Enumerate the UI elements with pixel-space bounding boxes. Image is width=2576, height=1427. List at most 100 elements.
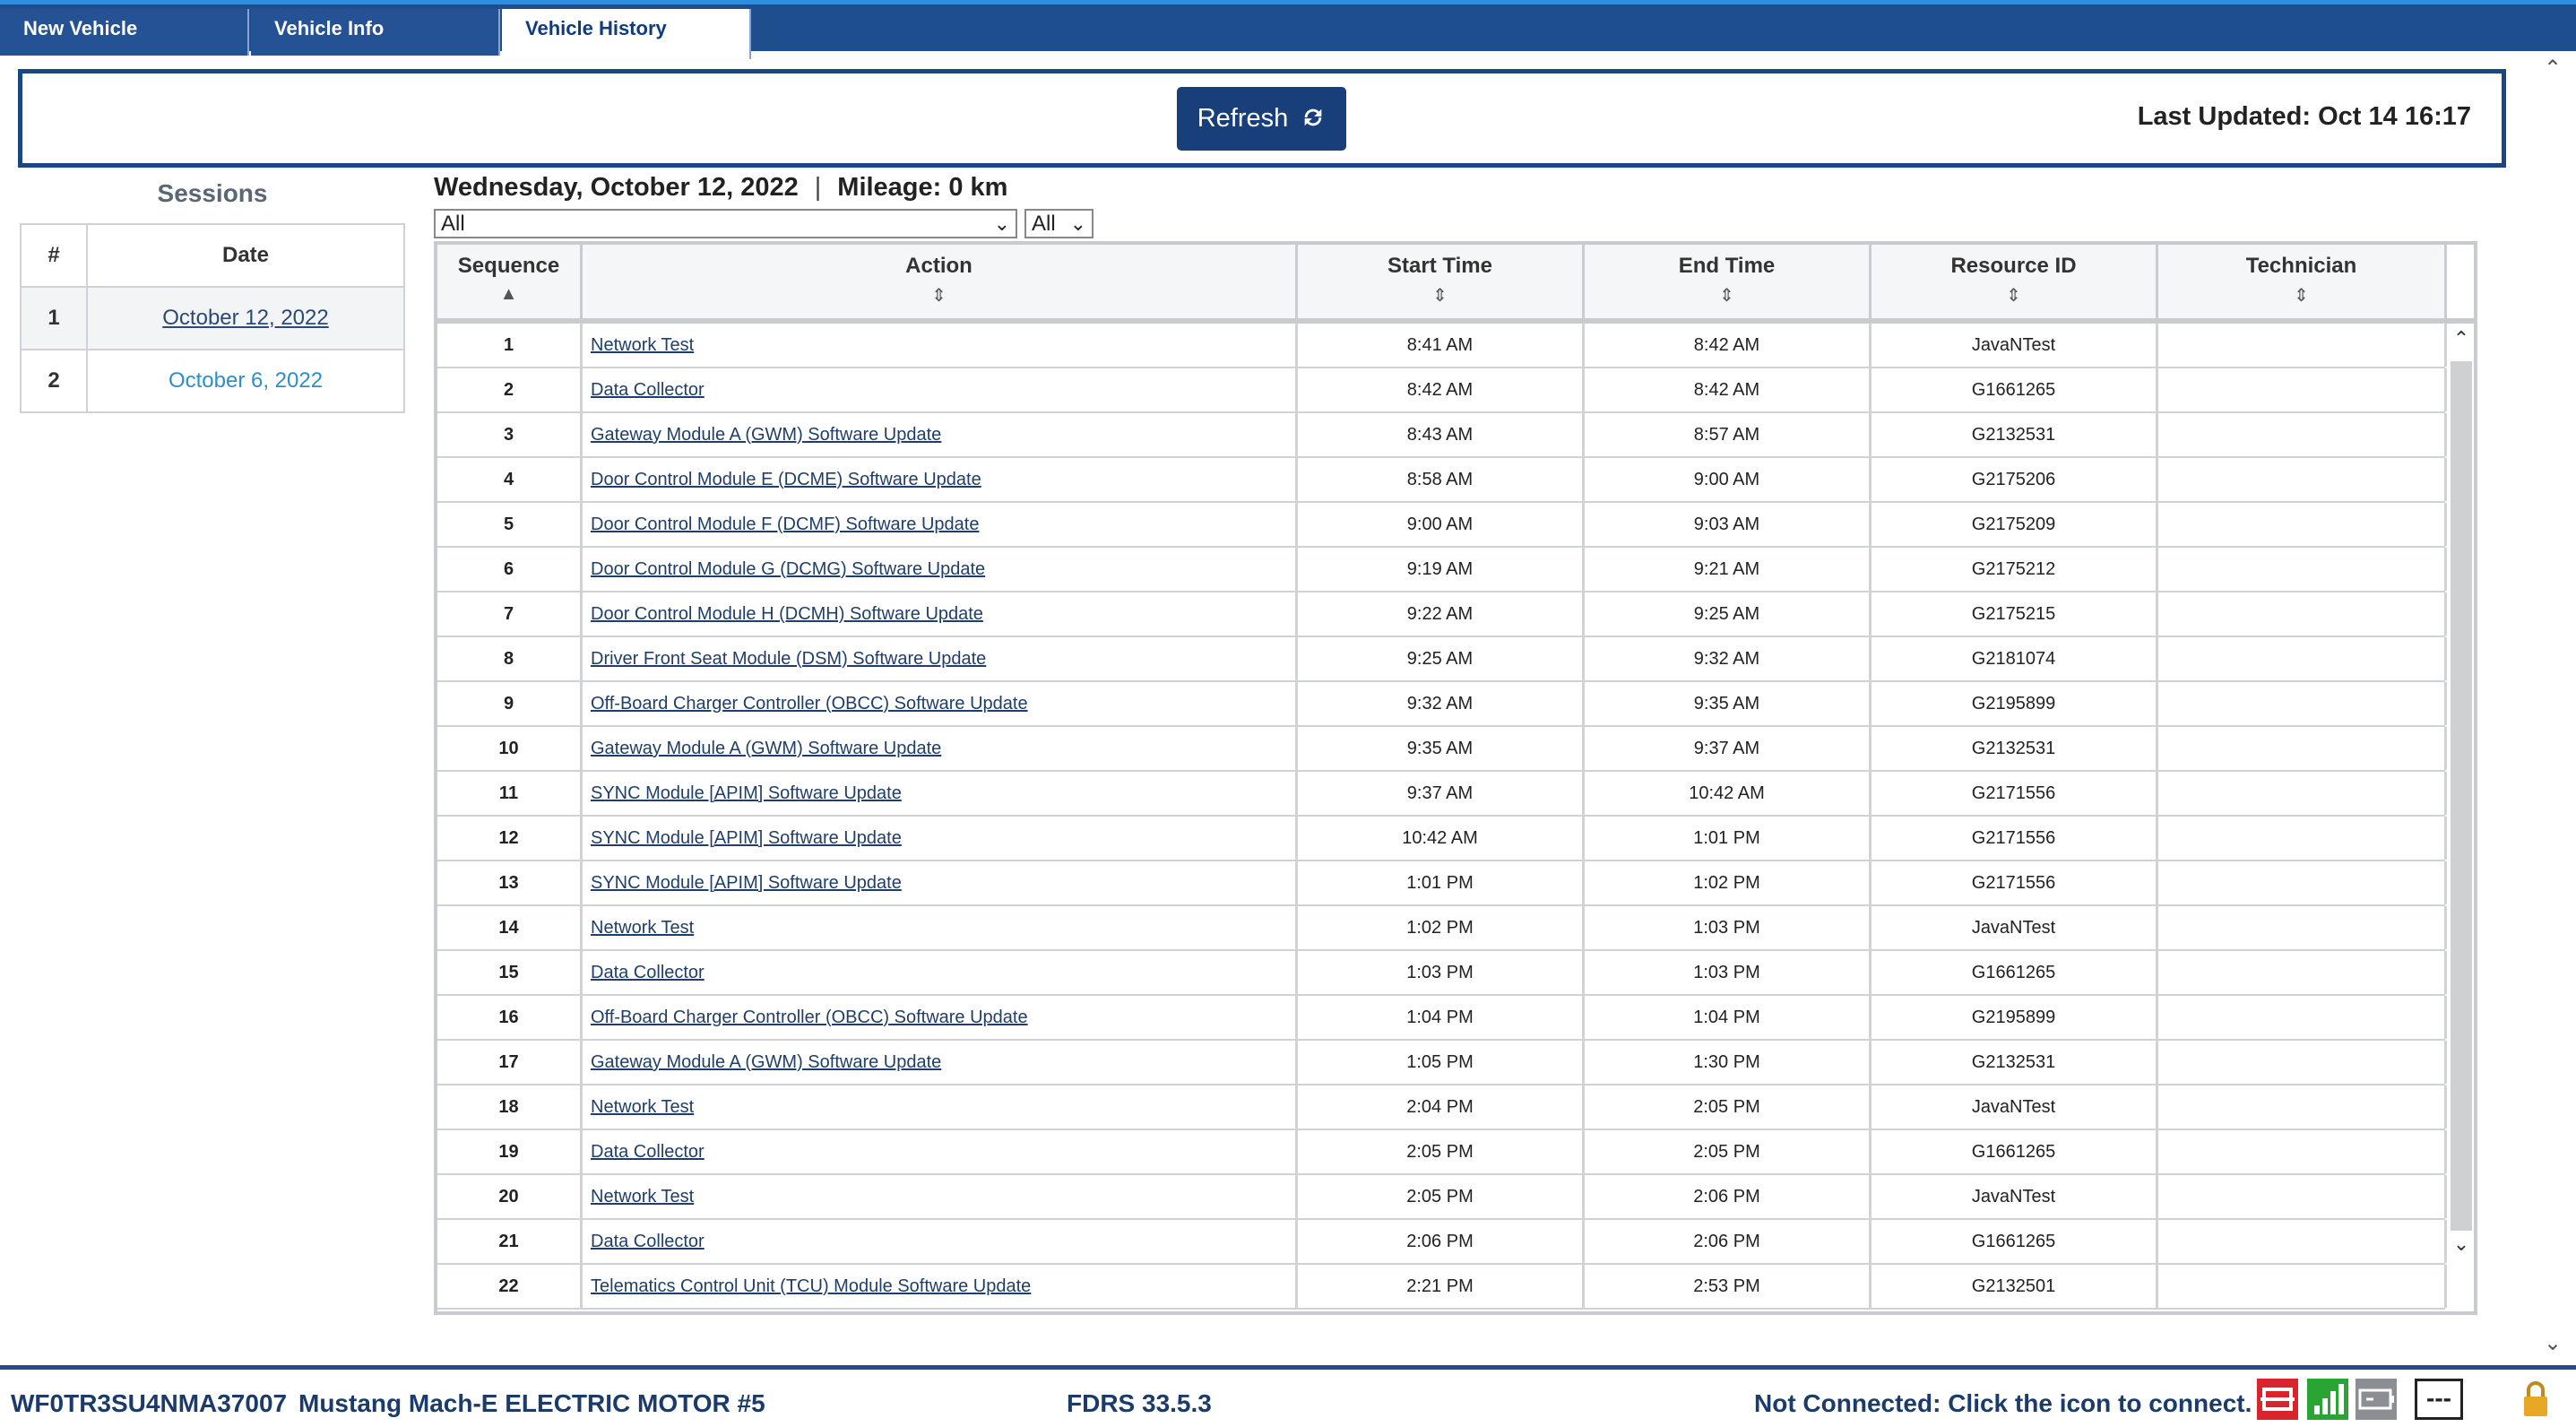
tab-new-vehicle[interactable]: New Vehicle [0,9,249,56]
action-link[interactable]: Door Control Module F (DCMF) Software Up… [591,515,980,534]
action-link[interactable]: Data Collector [591,380,705,400]
connection-dash-button[interactable]: --- [2415,1379,2463,1420]
session-row[interactable]: 1 October 12, 2022 [20,286,405,350]
table-scrollbar[interactable]: ⌃ ⌄ [2449,324,2474,1311]
cell-resource-id: JavaNTest [1871,1175,2158,1218]
cell-start-time: 2:05 PM [1298,1130,1585,1173]
sort-icon[interactable]: ⇕ [931,286,947,306]
cell-technician [2158,1130,2447,1173]
vehicle-model-text: Mustang Mach-E ELECTRIC MOTOR #5 [298,1389,765,1417]
col-header-action[interactable]: Action ⇕ [583,245,1298,318]
action-link[interactable]: Gateway Module A (GWM) Software Update [591,739,942,758]
cell-end-time: 9:35 AM [1585,682,1871,725]
action-link[interactable]: Data Collector [591,1142,705,1162]
sort-icon[interactable]: ⇕ [1719,286,1734,306]
tab-vehicle-history[interactable]: Vehicle History [502,9,751,59]
page-scroll-up-icon[interactable]: ⌃ [2544,56,2563,81]
col-action-label: Action [905,254,972,278]
table-row: 8 Driver Front Seat Module (DSM) Software… [437,637,2447,682]
cell-resource-id: G2195899 [1871,996,2158,1039]
action-link[interactable]: Driver Front Seat Module (DSM) Software … [591,649,987,669]
action-link[interactable]: SYNC Module [APIM] Software Update [591,783,902,803]
cell-resource-id: G2175212 [1871,548,2158,591]
sort-ascending-icon[interactable]: ▲ [499,284,518,304]
signal-strength-icon[interactable] [2307,1379,2348,1420]
col-header-resource-id[interactable]: Resource ID ⇕ [1871,245,2158,318]
lock-icon[interactable] [2520,1379,2551,1420]
cell-end-time: 9:21 AM [1585,548,1871,591]
vci-disconnected-icon[interactable] [2257,1379,2298,1420]
cell-resource-id: G2171556 [1871,861,2158,904]
action-link[interactable]: Network Test [591,1097,695,1117]
cell-action: Network Test [583,324,1298,367]
action-link[interactable]: Off-Board Charger Controller (OBCC) Soft… [591,1008,1028,1027]
cell-start-time: 1:01 PM [1298,861,1585,904]
col-header-start-time[interactable]: Start Time ⇕ [1298,245,1585,318]
cell-start-time: 9:32 AM [1298,682,1585,725]
cell-resource-id: G2195899 [1871,682,2158,725]
action-link[interactable]: Gateway Module A (GWM) Software Update [591,1052,942,1072]
sort-icon[interactable]: ⇕ [2294,286,2309,306]
status-filter-select[interactable]: All ⌄ [1024,209,1094,238]
scrollbar-thumb[interactable] [2451,361,2472,1231]
col-resource-label: Resource ID [1950,254,2077,278]
cell-action: Data Collector [583,951,1298,994]
cell-start-time: 2:21 PM [1298,1265,1585,1308]
session-date-link[interactable]: October 12, 2022 [86,286,405,350]
sort-icon[interactable]: ⇕ [2006,286,2021,306]
cell-resource-id: G2132531 [1871,727,2158,770]
cell-start-time: 9:25 AM [1298,637,1585,680]
cell-action: SYNC Module [APIM] Software Update [583,861,1298,904]
cell-sequence: 18 [437,1085,583,1129]
cell-end-time: 2:06 PM [1585,1175,1871,1218]
page-scroll-down-icon[interactable]: ⌄ [2544,1331,2563,1355]
cell-end-time: 9:25 AM [1585,592,1871,636]
table-row: 15 Data Collector 1:03 PM 1:03 PM G1661265 [437,951,2447,996]
scroll-up-icon[interactable]: ⌃ [2452,327,2470,350]
action-link[interactable]: Network Test [591,1187,695,1206]
action-filter-select[interactable]: All ⌄ [434,209,1017,238]
col-sequence-label: Sequence [457,254,560,278]
cell-start-time: 8:43 AM [1298,413,1585,456]
col-header-technician[interactable]: Technician ⇕ [2158,245,2447,318]
tab-vehicle-info[interactable]: Vehicle Info [251,9,500,56]
cell-end-time: 9:00 AM [1585,458,1871,501]
cell-sequence: 11 [437,772,583,815]
col-header-end-time[interactable]: End Time ⇕ [1585,245,1871,318]
cell-technician [2158,413,2447,456]
table-row: 14 Network Test 1:02 PM 1:03 PM JavaNTest [437,906,2447,951]
cell-sequence: 13 [437,861,583,904]
cell-technician [2158,368,2447,411]
sessions-table: # Date 1 October 12, 2022 2 October 6, 2… [20,223,405,413]
session-date[interactable]: October 6, 2022 [168,368,324,393]
sort-icon[interactable]: ⇕ [1432,286,1448,306]
cell-technician [2158,458,2447,501]
action-link[interactable]: Network Test [591,918,695,938]
table-row: 22 Telematics Control Unit (TCU) Module S… [437,1265,2447,1310]
cell-action: Network Test [583,1175,1298,1218]
action-link[interactable]: Door Control Module E (DCME) Software Up… [591,470,981,489]
action-link[interactable]: Door Control Module H (DCMH) Software Up… [591,604,983,624]
action-link[interactable]: SYNC Module [APIM] Software Update [591,873,902,893]
action-link[interactable]: Gateway Module A (GWM) Software Update [591,425,942,445]
action-link[interactable]: Network Test [591,335,695,355]
action-link[interactable]: Telematics Control Unit (TCU) Module Sof… [591,1276,1032,1296]
scroll-down-icon[interactable]: ⌄ [2452,1232,2470,1255]
action-link[interactable]: SYNC Module [APIM] Software Update [591,828,902,848]
col-header-sequence[interactable]: Sequence ▲ [437,245,583,318]
table-row: 20 Network Test 2:05 PM 2:06 PM JavaNTest [437,1175,2447,1220]
cell-technician [2158,1265,2447,1308]
battery-icon[interactable] [2356,1379,2397,1420]
action-link[interactable]: Off-Board Charger Controller (OBCC) Soft… [591,694,1028,714]
session-date-link[interactable]: October 6, 2022 [86,349,405,413]
action-link[interactable]: Data Collector [591,1232,705,1251]
refresh-button[interactable]: Refresh [1177,87,1346,151]
cell-resource-id: G2175206 [1871,458,2158,501]
session-date[interactable]: October 12, 2022 [162,306,329,330]
cell-sequence: 5 [437,503,583,546]
session-row[interactable]: 2 October 6, 2022 [20,349,405,413]
action-link[interactable]: Door Control Module G (DCMG) Software Up… [591,559,986,579]
cell-action: Network Test [583,1085,1298,1129]
cell-start-time: 9:19 AM [1298,548,1585,591]
action-link[interactable]: Data Collector [591,963,705,982]
